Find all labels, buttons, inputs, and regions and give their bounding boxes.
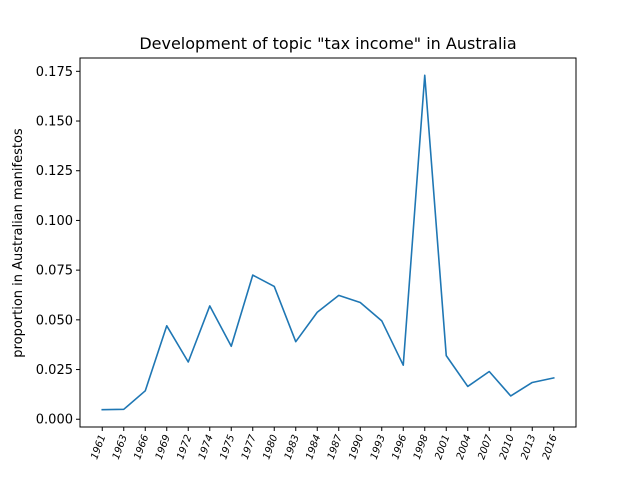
y-tick-label: 0.175 <box>36 65 73 80</box>
y-tick-label: 0.150 <box>36 115 73 130</box>
y-tick-label: 0.000 <box>36 413 73 428</box>
y-tick-label: 0.100 <box>36 214 73 229</box>
series-line <box>101 74 555 411</box>
y-tick-label: 0.050 <box>36 313 73 328</box>
y-axis-ticks: 0.000 0.025 0.050 0.075 0.100 0.125 0.150 0.175 <box>36 65 80 428</box>
y-axis-label: proportion in Australian manifestos <box>11 128 26 358</box>
y-tick-label: 0.075 <box>36 264 73 279</box>
chart-title: Development of topic "tax income" in Aus… <box>139 34 516 53</box>
y-tick-label: 0.025 <box>36 363 73 378</box>
y-tick-label: 0.125 <box>36 164 73 179</box>
plot-area-frame <box>79 57 577 428</box>
